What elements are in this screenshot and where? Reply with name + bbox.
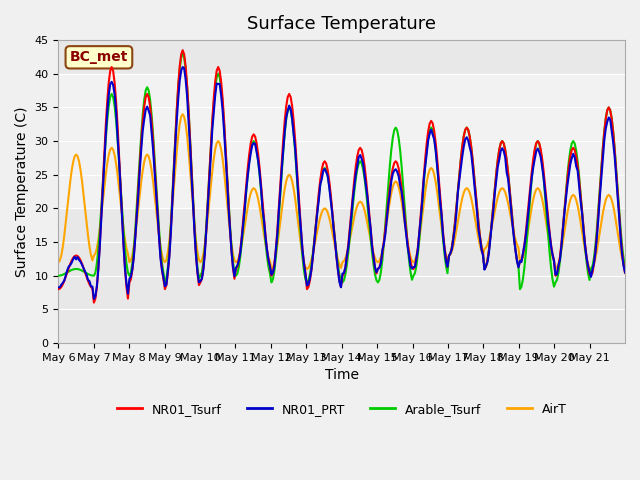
AirT <box>92 251 99 256</box>
Arable_Tsurf <box>516 286 524 292</box>
NR01_PRT <box>349 196 356 202</box>
AirT <box>54 259 62 265</box>
Y-axis label: Surface Temperature (C): Surface Temperature (C) <box>15 106 29 277</box>
NR01_PRT <box>546 230 554 236</box>
X-axis label: Time: Time <box>324 368 358 382</box>
Line: AirT: AirT <box>58 114 625 269</box>
NR01_Tsurf <box>93 284 100 290</box>
Arable_Tsurf <box>92 270 99 276</box>
Arable_Tsurf <box>460 133 468 139</box>
NR01_PRT <box>90 296 98 302</box>
NR01_Tsurf <box>461 127 469 132</box>
NR01_Tsurf <box>546 229 554 235</box>
NR01_PRT <box>93 284 100 289</box>
Line: NR01_Tsurf: NR01_Tsurf <box>58 50 625 302</box>
AirT <box>268 266 275 272</box>
AirT <box>620 261 627 267</box>
AirT <box>621 265 629 271</box>
Legend: NR01_Tsurf, NR01_PRT, Arable_Tsurf, AirT: NR01_Tsurf, NR01_PRT, Arable_Tsurf, AirT <box>112 398 572 421</box>
NR01_PRT <box>461 136 469 142</box>
Arable_Tsurf <box>546 249 554 255</box>
Arable_Tsurf <box>74 266 81 272</box>
NR01_Tsurf <box>621 270 629 276</box>
NR01_PRT <box>621 269 629 275</box>
NR01_PRT <box>620 263 627 269</box>
Title: Surface Temperature: Surface Temperature <box>247 15 436 33</box>
NR01_Tsurf <box>54 286 62 292</box>
AirT <box>546 241 554 247</box>
Bar <box>58 74 625 208</box>
Arable_Tsurf <box>621 264 629 269</box>
AirT <box>461 186 469 192</box>
NR01_Tsurf <box>74 253 81 259</box>
NR01_PRT <box>179 64 186 70</box>
Text: BC_met: BC_met <box>70 50 128 64</box>
NR01_PRT <box>54 285 62 290</box>
Line: NR01_PRT: NR01_PRT <box>58 67 625 299</box>
AirT <box>349 221 356 227</box>
Arable_Tsurf <box>620 255 627 261</box>
AirT <box>74 154 81 159</box>
NR01_Tsurf <box>349 192 356 198</box>
AirT <box>179 111 186 117</box>
NR01_Tsurf <box>90 300 98 305</box>
NR01_Tsurf <box>620 262 627 267</box>
Arable_Tsurf <box>348 219 355 225</box>
Line: Arable_Tsurf: Arable_Tsurf <box>58 54 625 289</box>
NR01_Tsurf <box>179 48 186 53</box>
Arable_Tsurf <box>54 273 62 278</box>
NR01_PRT <box>74 254 81 260</box>
Arable_Tsurf <box>179 51 186 57</box>
